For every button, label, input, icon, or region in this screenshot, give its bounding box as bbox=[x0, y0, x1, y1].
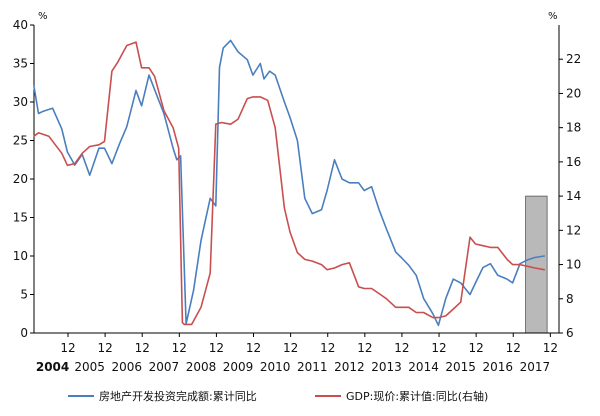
series-line-investment bbox=[33, 39, 546, 327]
right-tick-label: 6 bbox=[566, 326, 574, 340]
right-tick-label: 10 bbox=[566, 258, 581, 272]
left-tick-label: 15 bbox=[13, 211, 28, 225]
x-ticks-layer: 1220041220051220061220071220081220091220… bbox=[36, 333, 558, 374]
x-tick-year-label: 2006 bbox=[111, 360, 142, 374]
x-tick-month-label: 12 bbox=[209, 341, 224, 355]
x-tick-year-label: 2015 bbox=[445, 360, 476, 374]
x-tick-year-label: 2012 bbox=[334, 360, 365, 374]
left-tick-label: 10 bbox=[13, 249, 28, 263]
left-tick-label: 20 bbox=[13, 172, 28, 186]
x-tick-year-label: 2017 bbox=[520, 360, 551, 374]
series-layer bbox=[33, 39, 546, 327]
x-tick-month-label: 12 bbox=[543, 341, 558, 355]
left-tick-label: 0 bbox=[20, 326, 28, 340]
x-tick-month-label: 12 bbox=[60, 341, 75, 355]
x-tick-month-label: 12 bbox=[135, 341, 150, 355]
left-axis-unit: % bbox=[38, 11, 48, 22]
left-tick-label: 5 bbox=[20, 288, 28, 302]
legend: 房地产开发投资完成额:累计同比 GDP:现价:累计值:同比(右轴) bbox=[68, 389, 488, 403]
left-ticks-layer: 0 5 10 15 20 25 30 35 40 bbox=[13, 18, 34, 340]
x-tick-year-label: 2005 bbox=[74, 360, 105, 374]
legend-label-investment: 房地产开发投资完成额:累计同比 bbox=[99, 389, 257, 403]
x-tick-year-label: 2004 bbox=[36, 360, 69, 374]
x-tick-year-label: 2008 bbox=[186, 360, 217, 374]
x-tick-year-label: 2013 bbox=[371, 360, 402, 374]
left-tick-label: 25 bbox=[13, 134, 28, 148]
x-tick-month-label: 12 bbox=[283, 341, 298, 355]
right-tick-label: 16 bbox=[566, 155, 581, 169]
x-tick-year-label: 2011 bbox=[297, 360, 328, 374]
right-tick-label: 18 bbox=[566, 121, 581, 135]
right-tick-label: 12 bbox=[566, 223, 581, 237]
x-tick-month-label: 12 bbox=[468, 341, 483, 355]
x-tick-year-label: 2014 bbox=[408, 360, 439, 374]
shaded-region-layer bbox=[525, 195, 548, 334]
left-tick-label: 40 bbox=[13, 18, 28, 32]
legend-label-gdp: GDP:现价:累计值:同比(右轴) bbox=[346, 389, 488, 403]
right-tick-label: 22 bbox=[566, 52, 581, 66]
x-tick-year-label: 2016 bbox=[483, 360, 514, 374]
x-tick-month-label: 12 bbox=[320, 341, 335, 355]
right-tick-label: 20 bbox=[566, 86, 581, 100]
x-tick-year-label: 2010 bbox=[260, 360, 291, 374]
x-tick-month-label: 12 bbox=[506, 341, 521, 355]
left-tick-label: 35 bbox=[13, 57, 28, 71]
x-tick-year-label: 2009 bbox=[223, 360, 254, 374]
x-tick-month-label: 12 bbox=[246, 341, 261, 355]
left-tick-label: 30 bbox=[13, 95, 28, 109]
right-tick-label: 14 bbox=[566, 189, 581, 203]
x-tick-year-label: 2007 bbox=[149, 360, 180, 374]
right-tick-label: 8 bbox=[566, 292, 574, 306]
x-tick-month-label: 12 bbox=[172, 341, 187, 355]
right-axis-unit: % bbox=[548, 11, 558, 22]
x-tick-month-label: 12 bbox=[97, 341, 112, 355]
series-line-gdp bbox=[33, 41, 546, 326]
x-tick-month-label: 12 bbox=[394, 341, 409, 355]
right-ticks-layer: 6 8 10 12 14 16 18 20 22 bbox=[559, 52, 581, 340]
shaded-forecast-region bbox=[525, 195, 548, 334]
x-tick-month-label: 12 bbox=[357, 341, 372, 355]
x-tick-month-label: 12 bbox=[431, 341, 446, 355]
